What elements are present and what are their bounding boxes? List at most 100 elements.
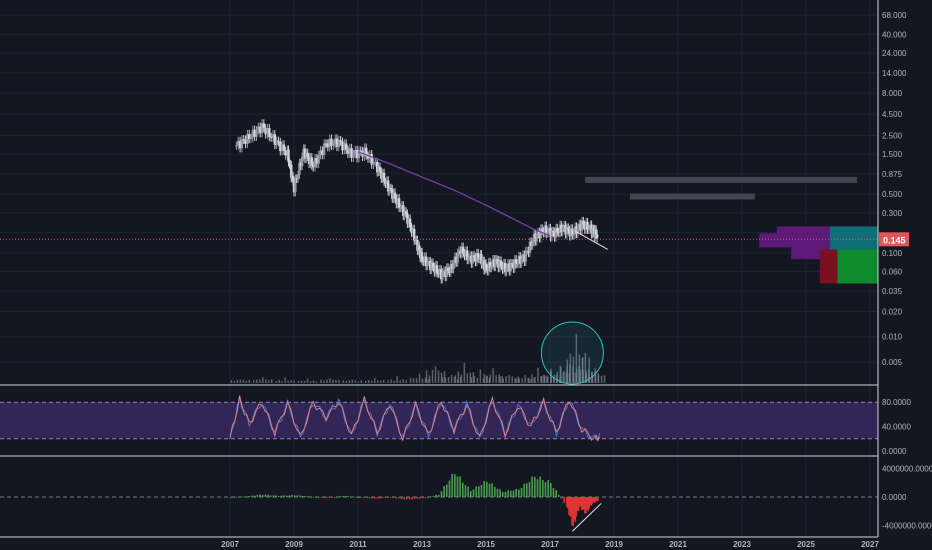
volume-bar <box>488 377 491 383</box>
candle-body <box>407 218 410 224</box>
candle-body <box>240 139 244 149</box>
volume-highlight-circle[interactable] <box>540 321 604 385</box>
volume-bar <box>428 375 431 383</box>
candle-body <box>298 162 301 175</box>
candle-body <box>335 138 339 147</box>
candle-body <box>324 143 328 145</box>
candle-body <box>530 241 533 246</box>
volume-bar <box>457 371 460 383</box>
volume-bar <box>530 379 532 383</box>
volume-bar <box>603 375 606 383</box>
trendline[interactable] <box>575 230 608 250</box>
candle-body <box>322 143 326 155</box>
oscillator-bar <box>270 495 272 497</box>
rsi-line[interactable] <box>229 395 601 443</box>
y-tick-label: 0.875 <box>882 170 903 179</box>
volume-bar <box>501 375 503 383</box>
oscillator-bar <box>264 494 267 497</box>
x-tick-label: 2021 <box>669 540 687 549</box>
candle-body <box>292 181 296 193</box>
oscillator-trendline[interactable] <box>572 503 602 532</box>
volume-bar <box>290 380 292 383</box>
candle-body <box>550 231 554 238</box>
volume-bar <box>351 379 354 383</box>
oscillator-tick-label: -4000000.0000 <box>882 522 932 531</box>
candle-body <box>392 192 395 199</box>
volume-bar <box>303 381 306 383</box>
oscillator-bar <box>387 497 389 498</box>
candle-body <box>296 174 300 179</box>
candle-body <box>471 255 474 264</box>
volume-bar <box>492 368 494 383</box>
oscillator-pane[interactable] <box>0 473 878 532</box>
oscillator-bar <box>312 496 315 498</box>
candle-body <box>459 250 462 255</box>
candle-body <box>317 155 320 164</box>
oscillator-bar <box>376 497 379 499</box>
price-pane[interactable] <box>0 119 878 284</box>
volume-bar <box>476 377 479 383</box>
volume-bar <box>418 373 421 383</box>
volume-bar <box>511 376 513 383</box>
x-tick-label: 2015 <box>477 540 495 549</box>
oscillator-bar <box>238 496 240 498</box>
candle-body <box>403 211 406 216</box>
volume-bar <box>470 377 473 383</box>
candle-body <box>456 252 459 263</box>
candle-body <box>258 126 262 134</box>
oscillator-bar <box>547 480 549 497</box>
candle-body <box>595 234 599 239</box>
oscillator-bar <box>320 497 323 498</box>
oscillator-bar <box>587 497 589 512</box>
range-box[interactable] <box>585 176 858 183</box>
volume-bar <box>312 380 315 383</box>
volume-profile <box>759 226 878 284</box>
oscillator-bar <box>502 492 504 497</box>
oscillator-bar <box>531 476 533 497</box>
candle-body <box>431 262 435 267</box>
volume-bar <box>443 371 446 383</box>
rsi-pane[interactable] <box>0 395 878 443</box>
oscillator-bar <box>478 486 480 497</box>
candle-body <box>433 266 436 273</box>
oscillator-bar <box>307 496 309 497</box>
oscillator-bar <box>584 497 586 514</box>
x-tick-label: 2011 <box>349 540 367 549</box>
volume-bar <box>431 370 434 383</box>
oscillator-bar <box>414 497 416 499</box>
volume-bar <box>591 374 594 383</box>
volume-bar <box>323 380 325 383</box>
candle-body <box>490 265 493 269</box>
moving-average-line[interactable] <box>357 151 551 237</box>
oscillator-bar <box>448 480 451 497</box>
oscillator-bar <box>379 497 381 499</box>
current-price-label: 0.145 <box>883 235 906 245</box>
candle-body <box>418 245 421 250</box>
oscillator-bar <box>382 497 384 499</box>
y-tick-label: 0.020 <box>882 307 903 316</box>
candle-body <box>576 227 580 234</box>
volume-bar <box>578 354 581 383</box>
volume-bar <box>537 367 539 383</box>
oscillator-bar <box>344 495 347 497</box>
candle-body <box>264 128 267 135</box>
volume-bar <box>472 372 475 383</box>
oscillator-bar <box>574 497 577 522</box>
candle-body <box>411 228 415 233</box>
volume-bar <box>239 379 242 383</box>
y-tick-label: 1.500 <box>882 150 903 159</box>
candle-body <box>309 157 312 164</box>
candle-body <box>582 220 585 225</box>
candle-body <box>523 254 526 262</box>
volume-bar <box>460 374 463 383</box>
candle-body <box>282 144 286 151</box>
range-box[interactable] <box>630 193 755 200</box>
volume-bar <box>560 367 562 383</box>
candle-body <box>562 224 566 228</box>
oscillator-bar <box>243 496 245 498</box>
candle-body <box>237 140 240 146</box>
candle-body <box>386 180 390 192</box>
